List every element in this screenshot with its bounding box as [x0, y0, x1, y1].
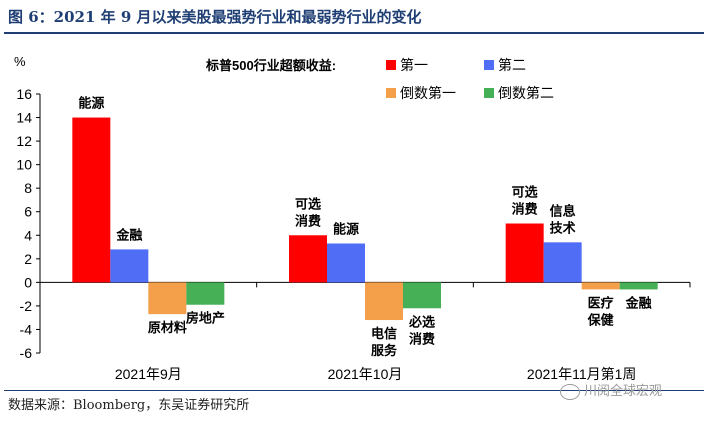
- bar: [543, 242, 582, 283]
- figure-title: 图 6：2021 年 9 月以来美股最强势行业和最弱势行业的变化: [8, 8, 422, 26]
- watermark-text: 川阅全球宏观: [584, 384, 663, 399]
- y-tick-label: 16: [16, 86, 32, 102]
- legend-swatch: [386, 60, 396, 70]
- bar: [289, 235, 327, 283]
- bar: [148, 282, 187, 315]
- title-rule: [4, 32, 704, 34]
- x-tick-label: 2021年9月: [115, 366, 182, 382]
- x-tick-label: 2021年11月第1周: [527, 366, 636, 382]
- bar: [110, 249, 149, 283]
- legend-title: 标普500行业超额收益:: [205, 58, 336, 73]
- bar-label: 能源: [78, 96, 104, 111]
- watermark: 川阅全球宏观: [560, 381, 662, 403]
- y-tick-label: 4: [24, 227, 32, 243]
- bar: [505, 223, 544, 283]
- source-rule: [4, 390, 704, 391]
- bar-label: 服务: [371, 343, 398, 358]
- y-tick-label: -2: [20, 298, 33, 314]
- y-tick-label: 12: [16, 133, 32, 149]
- legend-swatch: [484, 88, 494, 98]
- y-tick-label: -4: [20, 321, 33, 337]
- y-tick-label: -6: [20, 345, 33, 361]
- bar-label: 消费: [512, 202, 538, 217]
- legend-swatch: [484, 60, 494, 70]
- legend-label: 第一: [400, 57, 428, 73]
- source-note: 数据来源：Bloomberg，东吴证券研究所: [8, 398, 250, 413]
- bar-label: 消费: [295, 213, 321, 228]
- legend-swatch: [386, 88, 396, 98]
- y-tick-label: 6: [24, 204, 32, 220]
- bar-label: 房地产: [186, 311, 225, 326]
- y-axis: -6 -4 -2 0 2 4 6 8 10 12 14 16: [16, 86, 41, 361]
- bar-label: 技术: [550, 220, 576, 235]
- y-tick-label: 0: [24, 274, 32, 290]
- bar-label: 电信: [371, 326, 397, 341]
- legend-label: 倒数第二: [498, 85, 554, 101]
- legend-label: 倒数第一: [400, 85, 456, 101]
- y-axis-unit: %: [14, 54, 26, 69]
- y-tick-label: 8: [24, 180, 32, 196]
- bar-label: 信息: [550, 203, 576, 218]
- bar-label: 医疗: [588, 295, 614, 310]
- bar-label: 保健: [587, 312, 614, 327]
- bars-layer: [72, 117, 658, 321]
- bar-label: 金融: [115, 227, 142, 242]
- bar: [403, 282, 441, 309]
- bar: [72, 117, 111, 283]
- bar: [581, 282, 620, 290]
- bar-label: 可选: [512, 185, 538, 200]
- bar-label: 必选: [408, 314, 435, 329]
- bar-label: 可选: [295, 196, 321, 211]
- y-tick-label: 10: [16, 157, 32, 173]
- wechat-icon: [560, 383, 580, 400]
- bar: [365, 282, 403, 321]
- bar: [327, 243, 365, 283]
- y-tick-label: 2: [24, 251, 32, 267]
- bar-label: 金融: [625, 295, 652, 310]
- x-axis: 2021年9月 2021年10月 2021年11月第1周: [39, 281, 691, 382]
- bar: [186, 282, 225, 305]
- bar-label: 能源: [333, 222, 359, 237]
- y-tick-label: 14: [16, 110, 32, 126]
- x-tick-label: 2021年10月: [328, 366, 403, 382]
- bar-label: 消费: [409, 331, 435, 346]
- bar: [619, 282, 658, 290]
- bar-label: 原材料: [148, 320, 187, 335]
- legend-label: 第二: [498, 57, 526, 73]
